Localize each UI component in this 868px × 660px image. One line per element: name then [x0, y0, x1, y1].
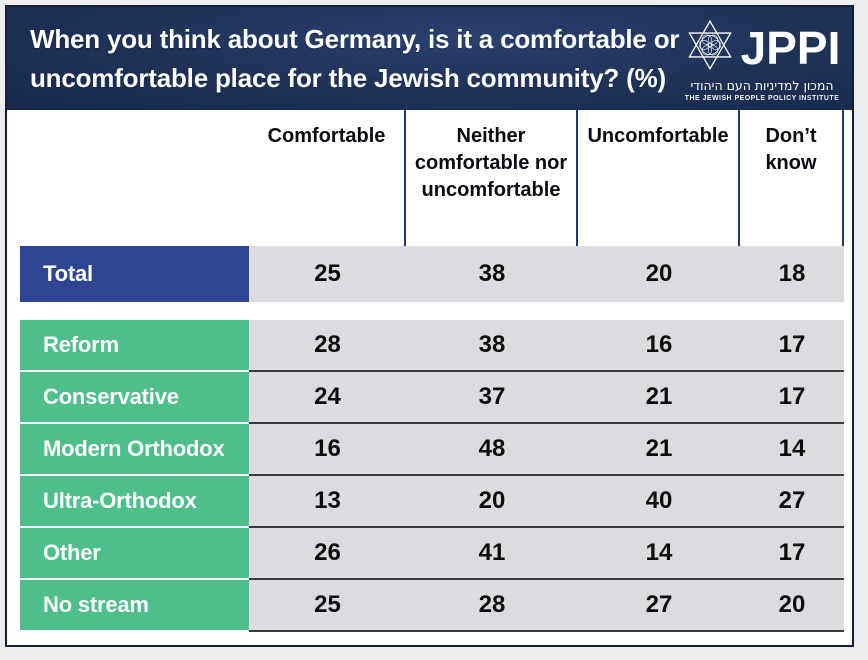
row-label: No stream	[20, 580, 249, 632]
column-header-dont-know: Don’t know	[740, 110, 844, 246]
value-cell: 41	[406, 528, 578, 580]
column-header-neither: Neither comfortable nor uncomfortable	[406, 110, 578, 246]
jppi-hebrew-name: המכון למדיניות העם היהודי	[690, 78, 834, 93]
value-cell: 28	[249, 320, 406, 372]
value-cell: 20	[740, 580, 844, 632]
value-cell: 38	[406, 320, 578, 372]
column-header-uncomfortable: Uncomfortable	[578, 110, 740, 246]
table-row: Modern Orthodox 16 48 21 14	[20, 424, 844, 476]
value-cell: 14	[740, 424, 844, 476]
stream-rows: Reform 28 38 16 17 Conservative 24 37 21…	[20, 320, 844, 632]
value-cell: 37	[406, 372, 578, 424]
question-title-line2: uncomfortable place for the Jewish commu…	[30, 63, 666, 93]
value-cell: 26	[249, 528, 406, 580]
value-cell: 17	[740, 528, 844, 580]
table-row: Conservative 24 37 21 17	[20, 372, 844, 424]
survey-table: Comfortable Neither comfortable nor unco…	[20, 110, 844, 632]
star-of-david-icon	[684, 18, 736, 77]
row-label: Modern Orthodox	[20, 424, 249, 476]
table-row-total: Total 25 38 20 18	[20, 246, 844, 302]
row-label: Conservative	[20, 372, 249, 424]
value-cell: 17	[740, 372, 844, 424]
value-cell: 21	[578, 372, 740, 424]
question-title-line1: When you think about Germany, is it a co…	[30, 24, 680, 54]
table-row: Other 26 41 14 17	[20, 528, 844, 580]
jppi-acronym: JPPI	[740, 21, 841, 74]
value-cell: 16	[578, 320, 740, 372]
value-cell: 18	[740, 246, 844, 302]
row-gap	[20, 302, 844, 320]
table-row: Ultra-Orthodox 13 20 40 27	[20, 476, 844, 528]
value-cell: 20	[406, 476, 578, 528]
value-cell: 21	[578, 424, 740, 476]
value-cell: 17	[740, 320, 844, 372]
row-label: Ultra-Orthodox	[20, 476, 249, 528]
value-cell: 27	[578, 580, 740, 632]
column-header-row: Comfortable Neither comfortable nor unco…	[20, 110, 844, 246]
column-header-comfortable: Comfortable	[249, 110, 406, 246]
title-bar: When you think about Germany, is it a co…	[7, 7, 852, 110]
row-label: Reform	[20, 320, 249, 372]
value-cell: 13	[249, 476, 406, 528]
table-row: No stream 25 28 27 20	[20, 580, 844, 632]
jppi-english-name: THE JEWISH PEOPLE POLICY INSTITUTE	[684, 95, 840, 102]
value-cell: 14	[578, 528, 740, 580]
value-cell: 40	[578, 476, 740, 528]
value-cell: 25	[249, 246, 406, 302]
question-title: When you think about Germany, is it a co…	[30, 20, 680, 98]
jppi-logo-top: JPPI	[680, 18, 844, 77]
jppi-logo: JPPI המכון למדיניות העם היהודי THE JEWIS…	[680, 18, 844, 102]
corner-cell	[20, 110, 249, 246]
value-cell: 24	[249, 372, 406, 424]
row-label: Other	[20, 528, 249, 580]
figure-frame: When you think about Germany, is it a co…	[5, 5, 854, 647]
row-label: Total	[20, 246, 249, 302]
value-cell: 38	[406, 246, 578, 302]
value-cell: 16	[249, 424, 406, 476]
value-cell: 20	[578, 246, 740, 302]
value-cell: 48	[406, 424, 578, 476]
value-cell: 28	[406, 580, 578, 632]
table-row: Reform 28 38 16 17	[20, 320, 844, 372]
value-cell: 27	[740, 476, 844, 528]
value-cell: 25	[249, 580, 406, 632]
